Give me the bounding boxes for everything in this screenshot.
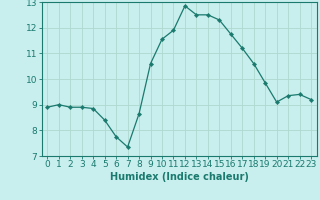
X-axis label: Humidex (Indice chaleur): Humidex (Indice chaleur) <box>110 172 249 182</box>
